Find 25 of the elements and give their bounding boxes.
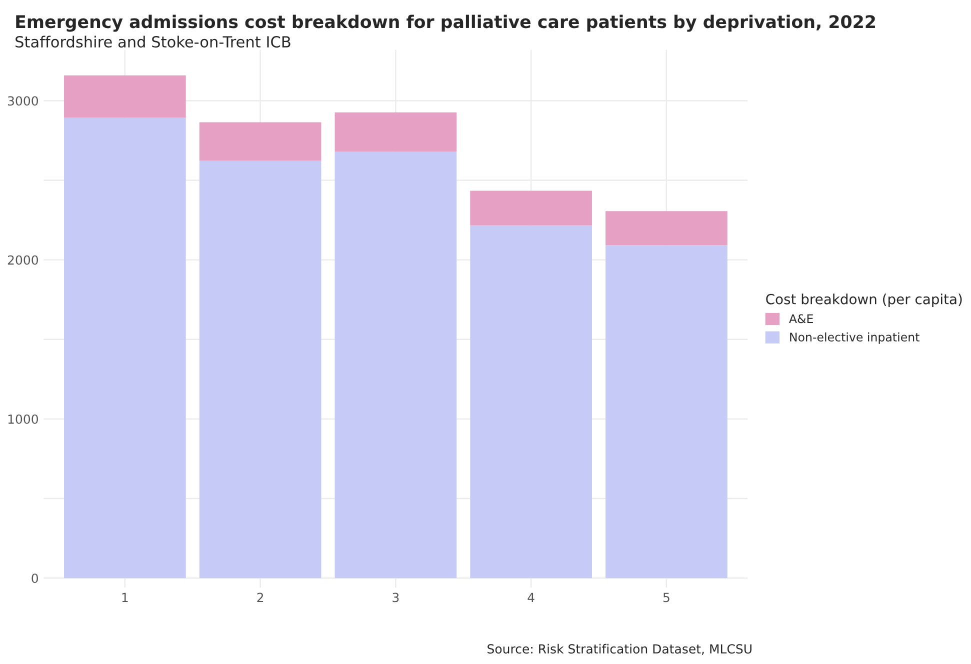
bar	[64, 118, 186, 578]
x-tick-label: 1	[122, 592, 128, 602]
x-tick-label: 2	[257, 592, 264, 602]
x-tick-label: 5	[663, 592, 670, 602]
bar	[199, 160, 322, 578]
y-tick-label: 1000	[8, 414, 38, 424]
chart-title: Emergency admissions cost breakdown for palliative care patients by deprivation, 2022	[16, 14, 875, 32]
legend-title: Cost breakdown (per capita)	[766, 294, 962, 308]
bar	[470, 225, 592, 578]
x-tick-label: 4	[528, 592, 534, 602]
legend-label: A&E	[789, 314, 813, 324]
y-tick-label: 3000	[8, 96, 38, 106]
bar	[606, 245, 728, 578]
bar	[334, 112, 457, 152]
x-tick-label: 3	[392, 592, 399, 602]
y-tick-label: 2000	[8, 255, 38, 265]
bar	[334, 152, 457, 578]
chart-subtitle: Staffordshire and Stoke-on-Trent ICB	[16, 36, 290, 48]
bar	[470, 190, 592, 226]
source-note: Source: Risk Stratification Dataset, MLCSU	[488, 644, 752, 655]
bar	[64, 75, 186, 118]
legend-label: Non-elective inpatient	[790, 332, 920, 344]
bar	[606, 211, 728, 246]
y-tick-label: 0	[32, 574, 38, 584]
bar	[199, 122, 322, 161]
